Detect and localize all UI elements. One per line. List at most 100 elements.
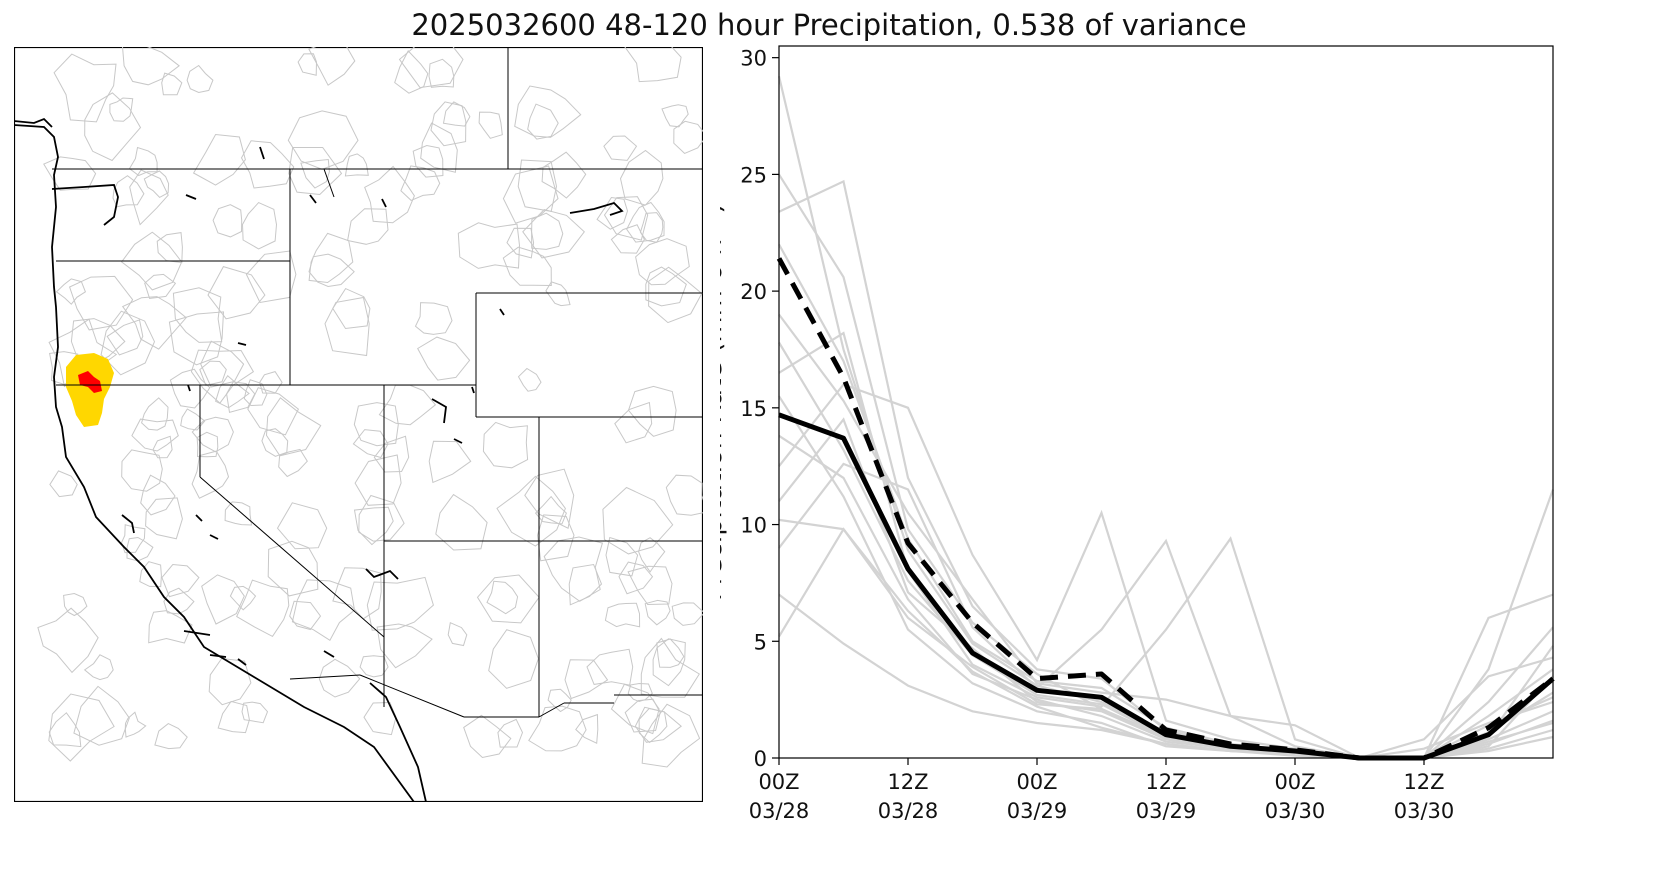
basin-outline (291, 579, 356, 642)
ensemble-member-line (778, 417, 1554, 760)
basin-outline (224, 501, 253, 526)
basin-outline (414, 302, 453, 335)
ensemble-member-line (778, 341, 1554, 760)
basin-outline (486, 580, 519, 615)
basin-outline (247, 387, 300, 436)
basin-outline (541, 151, 587, 199)
basin-outline (259, 371, 283, 394)
basin-outline (644, 599, 671, 626)
basin-outline (161, 563, 200, 598)
basin-outline (614, 401, 653, 444)
basin-outline (640, 637, 700, 698)
basin-outline (68, 275, 134, 331)
y-tick-label: 15 (740, 397, 767, 421)
basin-outline (265, 397, 322, 457)
x-tick-label-time: 00Z (1274, 770, 1315, 794)
basin-outline (217, 700, 250, 734)
basin-outline (191, 416, 234, 453)
basin-outline (121, 449, 163, 492)
basin-outline (48, 693, 115, 762)
basin-outline (420, 122, 458, 173)
solid-series-line (778, 412, 1555, 761)
basin-outline (139, 561, 162, 588)
basin-outline (478, 111, 503, 139)
ensemble-member-line (778, 313, 1554, 760)
basin-outline (73, 685, 130, 746)
state-borders (52, 47, 703, 718)
basin-outline (665, 474, 708, 516)
x-tick-label-time: 00Z (758, 770, 799, 794)
basin-outline (358, 494, 405, 542)
basin-outline (673, 120, 708, 154)
x-tick-label-date: 03/30 (1265, 799, 1326, 823)
basin-outline (547, 688, 572, 713)
precip-region-yellow (66, 353, 114, 427)
basin-outline (506, 227, 535, 259)
basin-outline (229, 585, 257, 611)
basin-outline (154, 723, 188, 750)
basin-outline (106, 319, 144, 356)
basin-outline (332, 567, 382, 620)
basin-outline (373, 435, 410, 473)
basin-outline (603, 196, 649, 241)
basin-outline (63, 592, 88, 617)
x-tick-label-time: 12Z (887, 770, 928, 794)
figure-title: 2025032600 48-120 hour Precipitation, 0.… (411, 8, 1247, 42)
x-tick-label-date: 03/30 (1394, 799, 1455, 823)
basin-outline (522, 208, 585, 259)
map-panel (13, 29, 708, 803)
basin-outline (199, 360, 227, 386)
basin-outline (324, 296, 370, 357)
basin-outline (619, 149, 664, 206)
basin-outline (545, 281, 571, 307)
basin-outline (241, 701, 269, 724)
ensemble-member-line (778, 383, 1555, 760)
basin-outline (288, 147, 343, 196)
basin-outline (201, 574, 245, 625)
basin-outline (517, 367, 542, 392)
basin-outline (141, 397, 169, 431)
basin-outline (568, 563, 603, 606)
precip-region-red (78, 371, 102, 393)
basin-outline (627, 385, 677, 437)
basin-outline (172, 287, 223, 343)
basin-outline (528, 705, 587, 752)
ensemble-member-line (778, 179, 1554, 760)
map-frame (13, 46, 704, 803)
x-tick-label-date: 03/28 (878, 799, 939, 823)
y-tick-label: 30 (740, 47, 767, 71)
coastline (13, 117, 624, 803)
precipitation-line-chart: 0 5 10 15 20 25 30 00Z 03/28 12Z 03/28 00Z 03/29 12Z… (697, 45, 1555, 823)
basin-outline (261, 428, 289, 457)
basin-outline (267, 540, 319, 597)
basin-outline (49, 470, 78, 498)
basin-outline (163, 587, 195, 615)
x-tick-label-time: 00Z (1016, 770, 1057, 794)
basin-outline (53, 53, 117, 123)
basin-outline (191, 450, 230, 499)
basin-outline (586, 648, 634, 686)
basin-outline (287, 110, 359, 170)
basin-outline (120, 231, 183, 291)
basin-outline (536, 514, 575, 562)
basin-outline (278, 448, 308, 478)
basin-outline (129, 169, 169, 226)
basin-outline (482, 421, 529, 469)
basin-outline (144, 273, 177, 300)
basin-outline (121, 296, 187, 350)
basin-outline (603, 135, 638, 161)
basin-outline (84, 92, 142, 162)
basin-outline (618, 561, 654, 595)
basin-outline (531, 212, 564, 250)
basin-outline (359, 655, 389, 678)
basin-outline (364, 165, 415, 224)
basin-outline (196, 431, 219, 458)
basin-outline (300, 158, 330, 189)
basin-outline (648, 266, 703, 324)
basin-outline (534, 495, 567, 525)
x-tick-label-time: 12Z (1145, 770, 1186, 794)
basin-outline (635, 238, 690, 286)
basin-outline (121, 38, 180, 86)
basin-outline (428, 58, 455, 88)
ensemble-member-line (778, 243, 1554, 760)
